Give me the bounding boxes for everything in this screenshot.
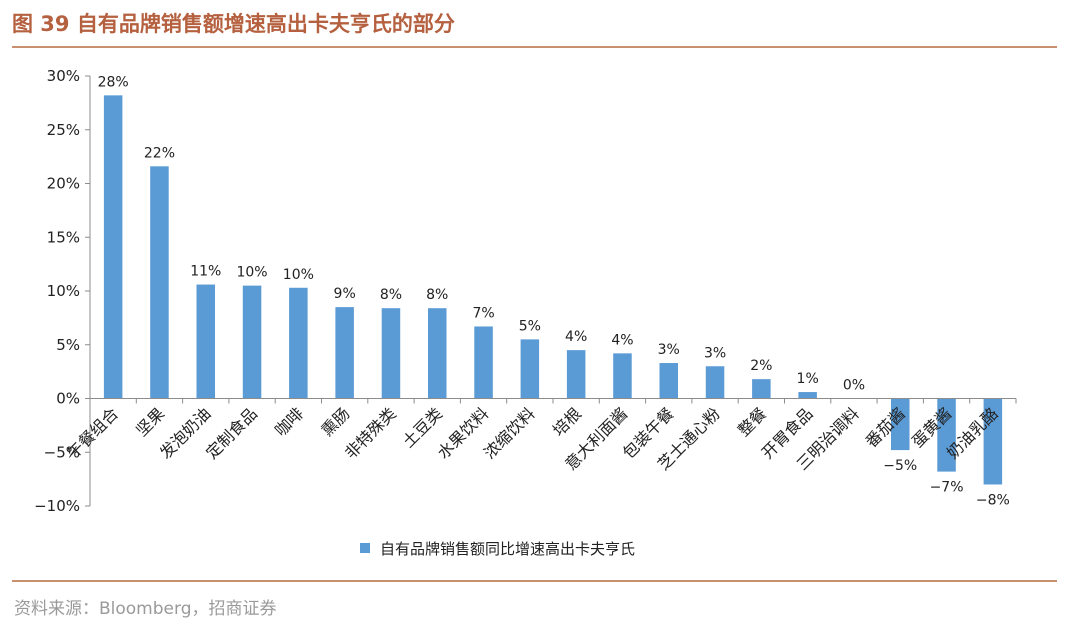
- y-tick-label: 5%: [56, 336, 80, 354]
- bottom-divider: [12, 580, 1057, 582]
- bar: [335, 307, 354, 399]
- data-label: 0%: [843, 378, 865, 394]
- legend-swatch: [360, 543, 370, 553]
- bar: [752, 379, 771, 399]
- data-label: 3%: [658, 342, 680, 358]
- x-axis: [89, 398, 1017, 404]
- data-label: 2%: [750, 358, 772, 374]
- bar: [520, 339, 540, 399]
- data-label: 8%: [426, 287, 448, 303]
- bar: [474, 326, 493, 399]
- category-label: 定制食品: [202, 404, 261, 463]
- bar: [242, 285, 262, 399]
- data-label: 9%: [334, 286, 356, 302]
- data-labels: 28% 22% 11% 10% 10% 9% 8% 8% 7% 5% 4% 4% 3% 3% 2% 1% 0% −…: [98, 74, 1010, 508]
- data-label: −8%: [976, 493, 1010, 509]
- data-label: 4%: [611, 332, 633, 348]
- bar: [103, 95, 123, 399]
- y-tick-label: 20%: [47, 175, 80, 193]
- bar: [983, 398, 1003, 485]
- legend-label: 自有品牌销售额同比增速高出卡夫亨氏: [380, 540, 635, 558]
- figure-title: 图 39 自有品牌销售额增速高出卡夫亨氏的部分: [12, 12, 455, 36]
- y-tick-label: 10%: [47, 282, 80, 300]
- data-label: 28%: [98, 74, 129, 90]
- bar: [937, 398, 956, 472]
- bar: [150, 166, 169, 399]
- bar: [289, 287, 308, 399]
- y-tick-label: 15%: [47, 228, 80, 246]
- bar: [196, 284, 216, 399]
- bar: [566, 350, 586, 399]
- data-label: 5%: [519, 318, 541, 334]
- data-label: 22%: [144, 145, 175, 161]
- figure-header: 图 39 自有品牌销售额增速高出卡夫亨氏的部分: [12, 2, 1057, 42]
- bars: [103, 95, 1003, 485]
- data-label: 7%: [472, 305, 494, 321]
- y-tick-label: 0%: [56, 390, 80, 408]
- bar: [890, 398, 910, 451]
- data-label: 8%: [380, 287, 402, 303]
- bar-chart: −10% −5% 0% 5% 10% 15% 20% 25% 30% 28% 22% 11% 10% 1…: [34, 67, 1017, 558]
- category-label: 浓缩饮料: [480, 404, 539, 463]
- bar: [798, 392, 817, 399]
- legend: 自有品牌销售额同比增速高出卡夫亨氏: [360, 540, 635, 558]
- y-tick-label: 30%: [47, 67, 80, 85]
- data-label: 11%: [190, 264, 221, 280]
- bar: [659, 363, 679, 399]
- bar: [613, 353, 632, 399]
- source-note: 资料来源：Bloomberg，招商证券: [14, 599, 277, 619]
- category-label: 坚果: [132, 404, 168, 440]
- top-divider: [12, 46, 1057, 48]
- data-label: 10%: [283, 267, 314, 283]
- data-label: −5%: [883, 458, 917, 474]
- y-tick-label: −5%: [44, 443, 80, 461]
- data-label: 4%: [565, 329, 587, 345]
- y-axis: −10% −5% 0% 5% 10% 15% 20% 25% 30%: [34, 67, 91, 515]
- category-label: 非特殊类: [341, 404, 400, 463]
- y-tick-label: 25%: [47, 121, 80, 139]
- category-label: 培根: [549, 404, 585, 440]
- data-label: 1%: [797, 371, 819, 387]
- data-label: −7%: [930, 480, 964, 496]
- data-label: 10%: [236, 265, 267, 281]
- bar: [381, 308, 401, 399]
- category-label: 熏肠: [317, 404, 353, 440]
- category-label: 午餐组合: [63, 404, 122, 463]
- bar: [705, 366, 725, 399]
- category-label: 整餐: [734, 404, 770, 440]
- bar: [427, 308, 447, 399]
- data-label: 3%: [704, 345, 726, 361]
- category-label: 咖啡: [271, 404, 307, 440]
- y-tick-label: −10%: [34, 497, 80, 515]
